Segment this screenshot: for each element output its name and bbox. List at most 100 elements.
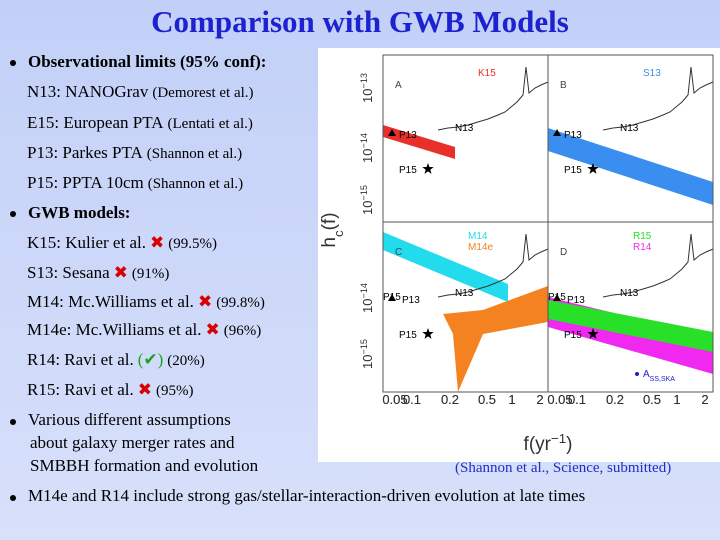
figure-bg: [318, 48, 720, 462]
list-item: P13: Parkes PTA (Shannon et al.): [27, 143, 242, 163]
pulsar-label: P13: [567, 295, 585, 306]
pulsar-label: P15: [399, 165, 417, 176]
item-conf: (99.5%): [168, 236, 217, 252]
pulsar-label: P13: [564, 130, 582, 141]
pulsar-label: N13: [620, 288, 639, 299]
item-name: R14: Ravi et al.: [27, 350, 134, 369]
triangle-marker: [553, 129, 561, 136]
item-name: M14e: Mc.Williams et al.: [27, 320, 202, 339]
x-tick-label: 0.1: [568, 392, 586, 407]
item-name: E15: European PTA: [27, 113, 164, 132]
x-tick-label: 1: [508, 392, 515, 407]
ska-label: ASS,SKA: [643, 369, 675, 383]
x-tick-label: 0.2: [606, 392, 624, 407]
bullet-dot: [10, 495, 16, 501]
bullet-text: Observational limits (95% conf):: [28, 52, 267, 71]
bullet: Observational limits (95% conf):: [28, 52, 266, 72]
triangle-marker: [388, 129, 396, 136]
y-tick-label: 10−14: [359, 133, 375, 163]
bullet-dot: [10, 211, 16, 217]
bullet-line: SMBBH formation and evolution: [30, 456, 259, 475]
list-item: P15: PPTA 10cm (Shannon et al.): [27, 173, 243, 193]
x-tick-label: 1: [673, 392, 680, 407]
x-tick-label: 0.1: [403, 392, 421, 407]
pulsar-label: N13: [455, 288, 474, 299]
x-tick-label: 0.05: [547, 392, 572, 407]
limit-curve: [437, 66, 549, 131]
y-tick-label-part: 10: [360, 354, 375, 368]
bullet-text: M14e and R14 include strong gas/stellar-…: [28, 486, 586, 505]
list-item: M14e: Mc.Williams et al. ✖ (96%): [27, 320, 261, 340]
panel-letter: D: [560, 247, 567, 258]
bullet: GWB models:: [28, 203, 130, 223]
y-tick-label-part: 10: [360, 148, 375, 162]
star-marker: [587, 163, 599, 174]
model-label: R14: [633, 242, 652, 253]
y-tick-label-part: −14: [359, 133, 369, 148]
x-tick-label: 1: [508, 392, 515, 407]
list-item: M14: Mc.Williams et al. ✖ (99.8%): [27, 292, 265, 312]
item-conf: (91%): [131, 266, 170, 282]
y-tick-label: 10−13: [359, 73, 375, 103]
figure-credit: (Shannon et al., Science, submitted): [455, 460, 672, 476]
x-tick-label: 0.1: [403, 392, 421, 407]
x-tick-label: 0.5: [478, 392, 496, 407]
x-tick-label: 0.5: [478, 392, 496, 407]
y-axis-label-part: h: [319, 237, 340, 248]
bullet-dot: [10, 419, 16, 425]
x-axis-label-part: ): [566, 434, 572, 455]
item-conf: (20%): [167, 353, 205, 369]
y-tick-label: 10−14: [359, 283, 375, 313]
pulsar-label: P13: [402, 295, 420, 306]
item-mark: ✖: [197, 292, 213, 311]
item-ref: (Lentati et al.): [167, 116, 253, 132]
pulsar-label: P15: [383, 292, 401, 303]
list-item: S13: Sesana ✖ (91%): [27, 263, 169, 283]
item-mark: ✖: [113, 263, 128, 282]
model-label: S13: [643, 68, 661, 79]
item-ref: (Demorest et al.): [152, 85, 254, 101]
list-item: N13: NANOGrav (Demorest et al.): [27, 82, 254, 102]
list-item: E15: European PTA (Lentati et al.): [27, 113, 253, 133]
x-tick-label: 1: [673, 392, 680, 407]
model-label: K15: [478, 68, 496, 79]
panel-letter: B: [560, 80, 567, 91]
pulsar-label: P13: [399, 130, 417, 141]
model-label: M14e: [468, 242, 493, 253]
item-conf: (96%): [223, 323, 262, 339]
item-name: K15: Kulier et al.: [27, 233, 146, 252]
limit-curve: [602, 233, 714, 298]
item-mark: (✔): [137, 350, 164, 369]
x-tick-label: 0.2: [441, 392, 459, 407]
model-label: M14: [468, 231, 488, 242]
item-ref: (Shannon et al.): [147, 176, 244, 192]
list-item: K15: Kulier et al. ✖ (99.5%): [27, 233, 217, 253]
ska-label-part: SS,SKA: [650, 376, 676, 383]
panel-letter: C: [395, 247, 402, 258]
x-tick-label: 0.5: [643, 392, 661, 407]
x-tick-label: 0.5: [643, 392, 661, 407]
y-axis-label: hc(f): [319, 212, 346, 247]
bullet-line: about galaxy merger rates and: [30, 433, 235, 452]
model-label: R15: [633, 231, 652, 242]
y-tick-label-part: −13: [359, 73, 369, 88]
x-tick-label: 0.05: [382, 392, 407, 407]
x-tick-label: 0.1: [568, 392, 586, 407]
pulsar-label: N13: [620, 123, 639, 134]
y-tick-label-part: 10: [360, 88, 375, 102]
model-band: [548, 128, 713, 205]
y-tick-label: 10−15: [359, 185, 375, 215]
item-mark: ✖: [137, 380, 152, 399]
item-name: R15: Ravi et al.: [27, 380, 134, 399]
pulsar-label: P15: [399, 330, 417, 341]
x-axis-label: f(yr−1): [524, 431, 573, 456]
bullet-dot: [10, 60, 16, 66]
item-mark: ✖: [149, 233, 165, 252]
x-tick-label: 2: [701, 392, 708, 407]
model-band: [383, 232, 508, 302]
item-name: N13: NANOGrav: [27, 82, 149, 101]
y-tick-label-part: 10: [360, 298, 375, 312]
triangle-marker: [388, 294, 396, 301]
y-tick-label: 10−15: [359, 339, 375, 369]
